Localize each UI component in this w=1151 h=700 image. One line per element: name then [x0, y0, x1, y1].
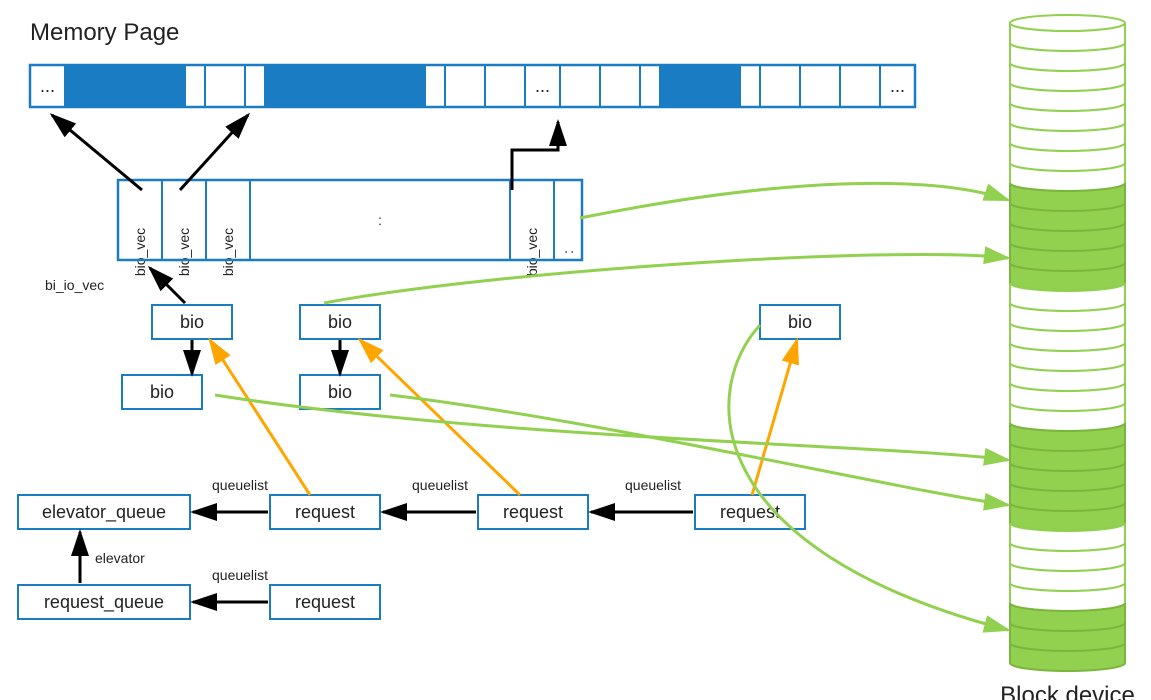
- cylinder-top: [1010, 15, 1125, 31]
- box-label: request: [295, 502, 355, 522]
- bio-vec-label: bio_vec: [220, 228, 236, 276]
- box-label: bio: [328, 382, 352, 402]
- memory-cell: [385, 65, 425, 107]
- diagram-canvas: Memory Page......... bio_vec bio_vec bio_ve…: [0, 0, 1151, 700]
- memory-cell: [560, 65, 600, 107]
- memory-cell: [445, 65, 485, 107]
- memory-cell: [145, 65, 185, 107]
- memory-cell: [205, 65, 245, 107]
- bio-vec-cell: [554, 180, 582, 260]
- bio-vec-label: bio_vec: [132, 228, 148, 276]
- edge-label: queuelist: [212, 567, 268, 583]
- arrow-orange: [210, 340, 310, 495]
- edge-label: elevator: [95, 550, 145, 566]
- memory-cell: [800, 65, 840, 107]
- memory-cell: [660, 65, 700, 107]
- memory-cell: [345, 65, 385, 107]
- memory-cell: [840, 65, 880, 107]
- bio-vec-label: :: [560, 250, 576, 254]
- bi-io-vec-label: bi_io_vec: [45, 277, 104, 293]
- memory-cell: [740, 65, 760, 107]
- box-label: request_queue: [44, 592, 164, 613]
- memory-cell: [700, 65, 740, 107]
- arrow-green: [324, 254, 1008, 303]
- memory-cell: [760, 65, 800, 107]
- bio-vec-label: bio_vec: [176, 228, 192, 276]
- box-label: request: [720, 502, 780, 522]
- memory-cell: [425, 65, 445, 107]
- memory-cell-label: ...: [890, 76, 905, 96]
- memory-cell: [305, 65, 345, 107]
- title: Memory Page: [30, 19, 179, 46]
- edge-label: queuelist: [625, 477, 681, 493]
- memory-cell: [485, 65, 525, 107]
- box-label: bio: [328, 312, 352, 332]
- box-label: bio: [788, 312, 812, 332]
- arrow-green: [390, 395, 1008, 505]
- box-label: request: [503, 502, 563, 522]
- arrow-orange: [752, 340, 797, 495]
- bio-vec-label: bio_vec: [524, 228, 540, 276]
- edge-label: queuelist: [412, 477, 468, 493]
- box-label: elevator_queue: [42, 502, 166, 523]
- arrow-green: [580, 183, 1008, 218]
- box-label: bio: [150, 382, 174, 402]
- memory-cell: [600, 65, 640, 107]
- arrow: [52, 115, 142, 190]
- memory-cell-label: ...: [40, 76, 55, 96]
- memory-cell: [185, 65, 205, 107]
- block-device-label: Block device: [1000, 682, 1135, 700]
- memory-cell: [265, 65, 305, 107]
- bio-vec-label: :: [378, 212, 382, 228]
- memory-cell: [105, 65, 145, 107]
- memory-cell: [640, 65, 660, 107]
- memory-cell: [245, 65, 265, 107]
- memory-cell-label: ...: [535, 76, 550, 96]
- edge-label: queuelist: [212, 477, 268, 493]
- arrow-green: [729, 325, 1008, 630]
- memory-cell: [65, 65, 105, 107]
- box-label: request: [295, 592, 355, 612]
- box-label: bio: [180, 312, 204, 332]
